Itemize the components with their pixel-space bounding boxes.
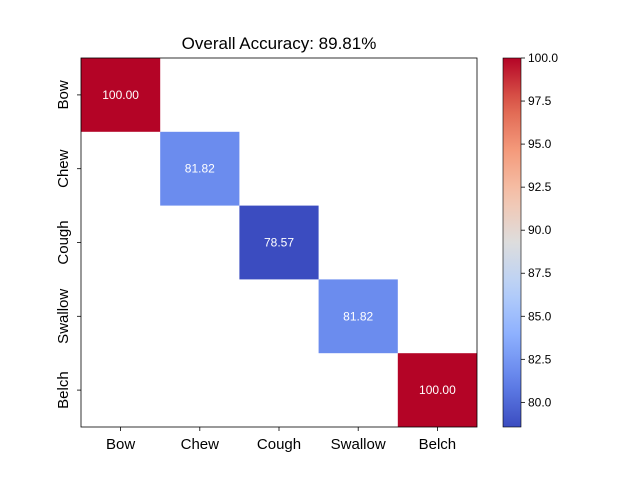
colorbar-tick-label: 80.0 (528, 395, 552, 409)
chart-title: Overall Accuracy: 89.81% (182, 34, 377, 53)
heatmap-cell (81, 58, 161, 132)
y-tick-label: Bow (55, 80, 72, 109)
cell-value-label: 81.82 (343, 309, 373, 323)
colorbar-tick-label: 82.5 (528, 352, 552, 366)
colorbar-tick-label: 97.5 (528, 94, 552, 108)
colorbar-tick-label: 95.0 (528, 137, 552, 151)
colorbar-gradient (503, 58, 521, 427)
x-tick-label: Chew (181, 436, 220, 453)
colorbar-tick-label: 100.0 (528, 51, 558, 65)
heatmap-cells: 100.00 81.82 78.57 81.82 100.00 (81, 58, 477, 427)
y-tick-label: Swallow (55, 289, 72, 344)
colorbar-tick-label: 87.5 (528, 266, 552, 280)
y-axis: Bow Chew Cough Swallow Belch (55, 80, 81, 409)
x-tick-label: Bow (106, 436, 135, 453)
colorbar-tick-label: 90.0 (528, 223, 552, 237)
cell-value-label: 81.82 (185, 162, 215, 176)
x-tick-label: Swallow (331, 436, 386, 453)
heatmap-cell (318, 279, 398, 354)
y-tick-label: Chew (55, 149, 72, 188)
cell-value-label: 78.57 (264, 236, 294, 250)
heatmap-cell (397, 353, 477, 427)
heatmap-cell (160, 131, 240, 206)
x-axis: Bow Chew Cough Swallow Belch (106, 427, 456, 453)
y-tick-label: Cough (55, 220, 72, 264)
cell-value-label: 100.00 (419, 383, 456, 397)
heatmap-cell (239, 205, 319, 280)
cell-value-label: 100.00 (102, 88, 139, 102)
colorbar-tick-label: 85.0 (528, 309, 552, 323)
x-tick-label: Belch (419, 436, 457, 453)
colorbar-tick-label: 92.5 (528, 180, 552, 194)
y-tick-label: Belch (55, 371, 72, 409)
colorbar-frame (502, 57, 522, 428)
x-tick-label: Cough (257, 436, 301, 453)
colorbar: 80.0 82.5 85.0 87.5 90.0 92.5 95.0 97.5 100.0 (502, 51, 558, 428)
